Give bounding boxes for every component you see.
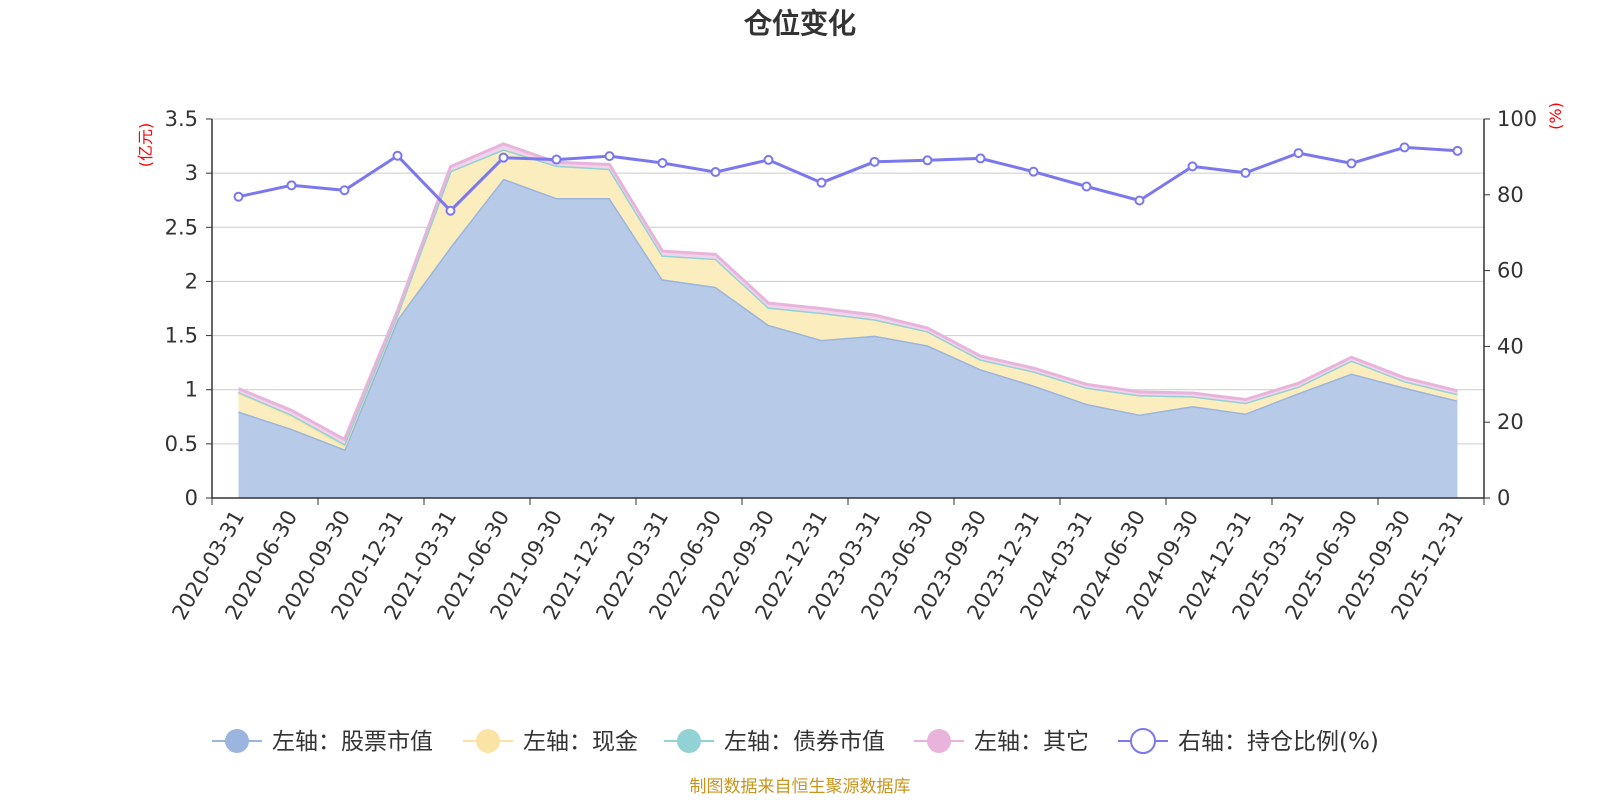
left-tick-label: 1 xyxy=(185,378,198,402)
left-axis-unit: (亿元) xyxy=(136,123,155,168)
legend-label: 右轴：持仓比例(%) xyxy=(1178,729,1379,755)
left-tick-label: 2.5 xyxy=(165,215,198,239)
legend-marker xyxy=(927,729,951,753)
ratio-point xyxy=(1187,161,1198,172)
ratio-point xyxy=(392,150,403,161)
legend-marker xyxy=(225,729,249,753)
ratio-point xyxy=(1346,158,1357,169)
ratio-point xyxy=(922,155,933,166)
ratio-point xyxy=(1399,142,1410,153)
ratio-point xyxy=(710,167,721,178)
ratio-point xyxy=(763,154,774,165)
left-tick-label: 0.5 xyxy=(165,432,198,456)
legend-item[interactable]: 右轴：持仓比例(%) xyxy=(1118,728,1379,755)
ratio-point xyxy=(657,157,668,168)
ratio-point xyxy=(445,205,456,216)
ratio-point xyxy=(339,185,350,196)
legend[interactable]: 左轴：股票市值 左轴：现金 左轴：债券市值 左轴：其它 右轴：持仓比例(%) xyxy=(212,728,1379,755)
ratio-point xyxy=(498,152,509,163)
ratio-point xyxy=(551,154,562,165)
ratio-point xyxy=(816,177,827,188)
chart-title: 仓位变化 xyxy=(744,7,856,40)
ratio-point xyxy=(233,191,244,202)
right-tick-label: 0 xyxy=(1497,486,1510,510)
legend-item[interactable]: 左轴：现金 xyxy=(463,729,638,755)
ratio-point xyxy=(869,156,880,167)
left-tick-label: 0 xyxy=(185,486,198,510)
legend-marker xyxy=(1130,728,1156,754)
legend-marker xyxy=(677,729,701,753)
data-source-note: 制图数据来自恒生聚源数据库 xyxy=(690,777,911,797)
left-tick-label: 3.5 xyxy=(165,107,198,131)
ratio-point xyxy=(1081,181,1092,192)
left-tick-label: 2 xyxy=(185,269,198,293)
stacked-areas xyxy=(237,142,1458,498)
legend-label: 左轴：债券市值 xyxy=(724,729,885,755)
legend-label: 左轴：其它 xyxy=(974,729,1089,755)
ratio-point xyxy=(1134,195,1145,206)
ratio-point xyxy=(604,151,615,162)
left-tick-label: 3 xyxy=(185,161,198,185)
ratio-point xyxy=(286,180,297,191)
right-tick-label: 40 xyxy=(1497,334,1524,358)
right-axis-unit: (%) xyxy=(1546,102,1565,130)
right-tick-label: 20 xyxy=(1497,410,1524,434)
ratio-point xyxy=(1240,167,1251,178)
legend-label: 左轴：现金 xyxy=(523,729,638,755)
ratio-point xyxy=(975,153,986,164)
ratio-point xyxy=(1293,148,1304,159)
ratio-line-path xyxy=(238,145,1458,213)
legend-label: 左轴：股票市值 xyxy=(272,729,433,755)
left-tick-label: 1.5 xyxy=(165,324,198,348)
right-tick-label: 100 xyxy=(1497,107,1537,131)
ratio-line xyxy=(233,142,1463,216)
legend-marker xyxy=(476,729,500,753)
legend-item[interactable]: 左轴：债券市值 xyxy=(664,729,885,755)
ratio-point xyxy=(1452,145,1463,156)
ratio-point xyxy=(1028,166,1039,177)
area-edge-左轴：其它 xyxy=(237,142,1458,442)
legend-item[interactable]: 左轴：股票市值 xyxy=(212,729,433,755)
legend-item[interactable]: 左轴：其它 xyxy=(914,729,1089,755)
right-tick-label: 80 xyxy=(1497,183,1524,207)
right-tick-label: 60 xyxy=(1497,259,1524,283)
